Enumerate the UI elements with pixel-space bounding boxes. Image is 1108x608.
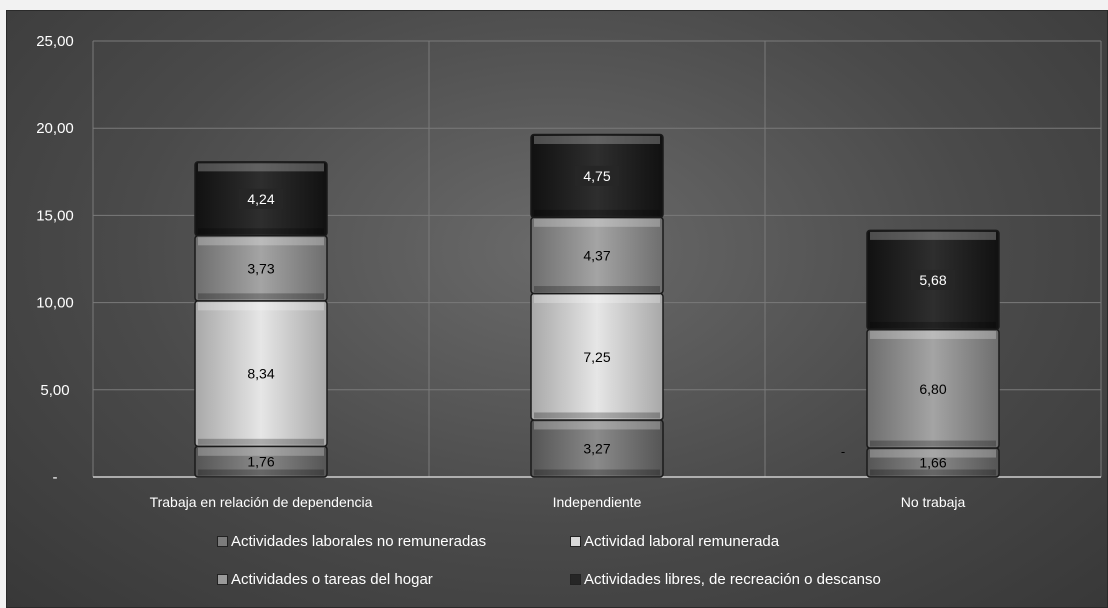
legend-swatch-icon <box>570 574 581 585</box>
data-label: 4,37 <box>583 247 610 263</box>
data-label-box <box>575 165 619 186</box>
data-label-box <box>239 188 283 209</box>
bar-bevel <box>534 295 660 304</box>
legend-label: Actividades laborales no remuneradas <box>231 533 487 550</box>
bar-bevel <box>534 412 660 419</box>
bar-bevel <box>870 231 996 240</box>
legend-label: Actividades libres, de recreación o desc… <box>584 571 881 588</box>
data-label: 6,80 <box>919 381 946 397</box>
bar-bevel <box>534 218 660 227</box>
bar-bevel <box>870 449 996 458</box>
bar-bevel <box>534 469 660 476</box>
data-label: 4,75 <box>583 168 610 184</box>
data-label-box <box>911 269 955 290</box>
bar-bevel <box>198 469 324 476</box>
stray-label: - <box>841 444 845 459</box>
legend-swatch-icon <box>570 536 581 547</box>
bar-bevel <box>198 302 324 311</box>
x-tick-label: Trabaja en relación de dependencia <box>150 494 373 510</box>
y-tick-label: 5,00 <box>40 382 69 399</box>
legend-swatch-icon <box>217 574 228 585</box>
y-tick-label: 10,00 <box>36 295 74 312</box>
data-label: 1,76 <box>247 454 274 470</box>
y-tick-label: 25,00 <box>36 33 74 50</box>
data-label: 1,66 <box>919 455 946 471</box>
bar-bevel <box>870 469 996 476</box>
chart-plot: - 5,00 10,00 15,00 20,00 25,00 1,76 8,34 3,73 4,2… <box>36 33 1102 510</box>
chart-frame: - 5,00 10,00 15,00 20,00 25,00 1,76 8,34 3,73 4,2… <box>6 10 1108 608</box>
data-label: 4,24 <box>247 191 274 207</box>
bar-bevel <box>534 209 660 216</box>
legend-label: Actividades o tareas del hogar <box>231 571 433 588</box>
y-tick-label: 20,00 <box>36 120 74 137</box>
x-tick-label: Independiente <box>553 494 642 510</box>
bar-bevel <box>198 438 324 445</box>
legend-swatch-icon <box>217 536 228 547</box>
data-label: 3,27 <box>583 440 610 456</box>
data-label: 7,25 <box>583 349 610 365</box>
bar-bevel <box>198 163 324 172</box>
bar-bevel <box>534 135 660 144</box>
bar-bevel <box>534 421 660 430</box>
legend-item: Actividad laboral remunerada <box>570 533 779 550</box>
legend-item: Actividades libres, de recreación o desc… <box>570 571 881 588</box>
bar-bevel <box>534 286 660 293</box>
legend-item: Actividades o tareas del hogar <box>217 571 433 588</box>
y-tick-label: - <box>53 469 58 486</box>
bar-bevel <box>198 293 324 300</box>
bar-bevel <box>198 237 324 246</box>
bar-bevel <box>870 330 996 339</box>
bar-bevel <box>198 228 324 235</box>
data-label: 5,68 <box>919 272 946 288</box>
bar-bevel <box>870 321 996 328</box>
y-tick-label: 15,00 <box>36 207 74 224</box>
data-label: 8,34 <box>247 366 274 382</box>
bar-bevel <box>198 447 324 456</box>
x-tick-label: No trabaja <box>901 494 966 510</box>
bar-bevel <box>870 440 996 447</box>
legend-item: Actividades laborales no remuneradas <box>217 533 486 550</box>
legend-label: Actividad laboral remunerada <box>584 533 780 550</box>
data-label: 3,73 <box>247 260 274 276</box>
